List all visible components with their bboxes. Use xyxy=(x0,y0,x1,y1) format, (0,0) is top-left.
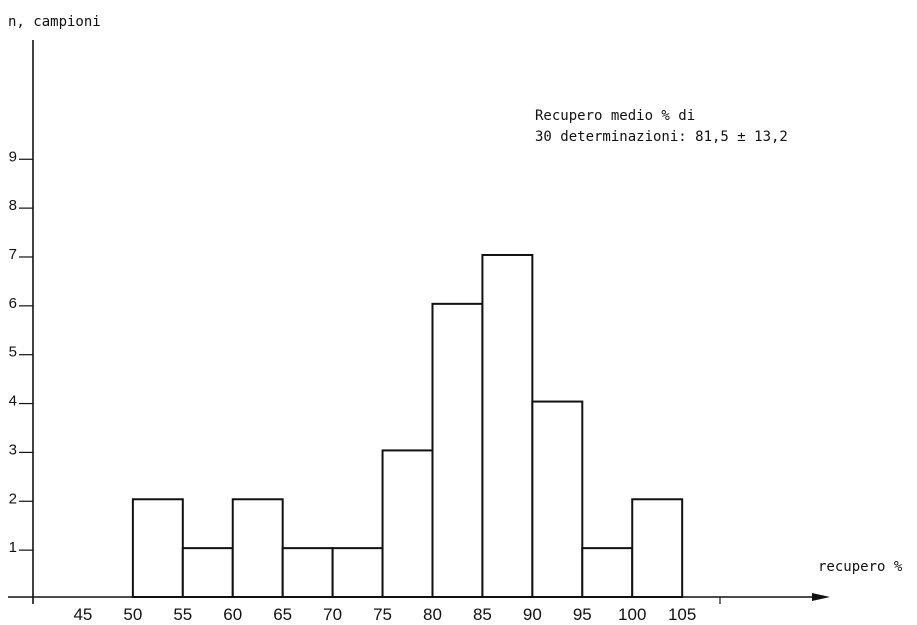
histogram-bar-100-105 xyxy=(631,498,684,598)
y-tick-label-8: 8 xyxy=(9,197,17,214)
x-tick-label-80: 80 xyxy=(423,605,442,624)
histogram-bar-80-85 xyxy=(431,302,484,598)
histogram-bar-70-75 xyxy=(331,547,384,599)
labels-layer: n, campioni recupero % Recupero medio % … xyxy=(8,14,903,575)
x-tick-label-60: 60 xyxy=(223,605,242,624)
x-tick-label-50: 50 xyxy=(123,605,142,624)
y-tick-label-3: 3 xyxy=(9,441,17,458)
annotation-line-2: 30 determinazioni: 81,5 ± 13,2 xyxy=(535,129,788,145)
x-axis-arrowhead xyxy=(812,593,830,601)
y-axis-label: n, campioni xyxy=(8,14,101,30)
histogram-bar-75-80 xyxy=(381,449,434,598)
bars-layer xyxy=(131,253,684,599)
histogram-bar-60-65 xyxy=(231,498,284,598)
x-tick-label-85: 85 xyxy=(473,605,492,624)
histogram-bar-65-70 xyxy=(281,547,334,599)
x-tick-label-105: 105 xyxy=(668,605,696,624)
x-tick-label-45: 45 xyxy=(73,605,92,624)
y-tick-label-1: 1 xyxy=(9,539,17,556)
y-tick-label-2: 2 xyxy=(9,490,17,507)
y-tick-label-6: 6 xyxy=(9,295,17,312)
x-tick-label-55: 55 xyxy=(173,605,192,624)
histogram-bar-90-95 xyxy=(531,400,584,598)
histogram-bar-50-55 xyxy=(131,498,184,598)
annotation-line-1: Recupero medio % di xyxy=(535,108,695,124)
x-tick-label-90: 90 xyxy=(523,605,542,624)
y-tick-label-4: 4 xyxy=(9,393,17,410)
histogram-bar-55-60 xyxy=(181,547,234,599)
histogram-bar-85-90 xyxy=(481,253,534,598)
x-tick-label-100: 100 xyxy=(618,605,646,624)
y-tick-label-7: 7 xyxy=(9,246,17,263)
x-tick-label-95: 95 xyxy=(573,605,592,624)
axes-layer xyxy=(8,40,830,604)
y-tick-label-5: 5 xyxy=(9,344,17,361)
x-tick-label-70: 70 xyxy=(323,605,342,624)
histogram-bar-95-100 xyxy=(581,547,634,599)
x-tick-label-65: 65 xyxy=(273,605,292,624)
x-axis-label: recupero % xyxy=(818,559,903,575)
x-tick-label-75: 75 xyxy=(373,605,392,624)
y-tick-label-9: 9 xyxy=(9,148,17,165)
